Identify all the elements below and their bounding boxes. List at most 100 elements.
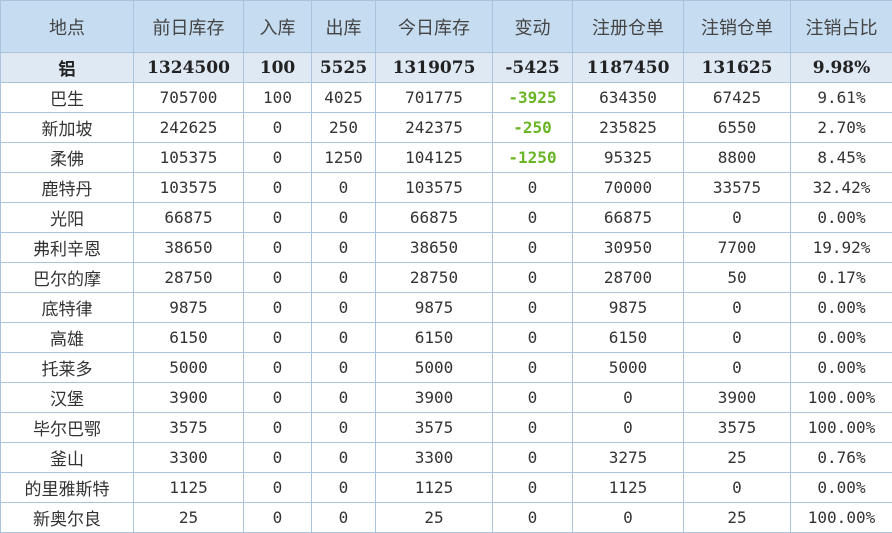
cell-prev-stock: 38650 (134, 233, 244, 263)
cell-inbound: 0 (244, 233, 312, 263)
cell-location: 鹿特丹 (1, 173, 134, 203)
cell-inbound: 0 (244, 353, 312, 383)
cell-outbound: 250 (312, 113, 376, 143)
cell-change: 0 (493, 383, 573, 413)
cell-change: -3925 (493, 83, 573, 113)
cell-today-stock: 3300 (376, 443, 493, 473)
cell-registered-warrants: 5000 (573, 353, 684, 383)
cell-registered-warrants: 1125 (573, 473, 684, 503)
cell-location: 弗利辛恩 (1, 233, 134, 263)
cell-cancelled-warrants: 3575 (684, 413, 791, 443)
cell-change: 0 (493, 413, 573, 443)
cell-today-stock: 9875 (376, 293, 493, 323)
cell-location: 底特律 (1, 293, 134, 323)
cell-registered-warrants: 0 (573, 383, 684, 413)
cell-today-stock: 701775 (376, 83, 493, 113)
cell-change: 0 (493, 443, 573, 473)
cell-registered-warrants: 30950 (573, 233, 684, 263)
cell-inbound: 0 (244, 443, 312, 473)
cell-cancelled-ratio: 8.45% (791, 143, 892, 173)
cell-change: 0 (493, 173, 573, 203)
cell-cancelled-warrants: 0 (684, 203, 791, 233)
cell-today-stock: 5000 (376, 353, 493, 383)
cell-change: -1250 (493, 143, 573, 173)
cell-location: 新加坡 (1, 113, 134, 143)
cell-today-stock: 3900 (376, 383, 493, 413)
cell-prev-stock: 28750 (134, 263, 244, 293)
cell-cancelled-ratio: 0.00% (791, 203, 892, 233)
cell-registered-warrants: 6150 (573, 323, 684, 353)
cell-registered-warrants: 70000 (573, 173, 684, 203)
cell-change: -5425 (493, 53, 573, 83)
cell-outbound: 0 (312, 473, 376, 503)
cell-inbound: 100 (244, 53, 312, 83)
cell-inbound: 0 (244, 263, 312, 293)
cell-today-stock: 25 (376, 503, 493, 533)
cell-change: 0 (493, 323, 573, 353)
cell-inbound: 0 (244, 383, 312, 413)
cell-cancelled-ratio: 0.00% (791, 293, 892, 323)
cell-registered-warrants: 3275 (573, 443, 684, 473)
cell-outbound: 5525 (312, 53, 376, 83)
cell-cancelled-ratio: 2.70% (791, 113, 892, 143)
cell-change: 0 (493, 203, 573, 233)
cell-outbound: 0 (312, 353, 376, 383)
cell-inbound: 0 (244, 113, 312, 143)
cell-cancelled-ratio: 9.61% (791, 83, 892, 113)
cell-inbound: 0 (244, 143, 312, 173)
cell-cancelled-warrants: 25 (684, 503, 791, 533)
cell-cancelled-warrants: 25 (684, 443, 791, 473)
cell-location: 汉堡 (1, 383, 134, 413)
cell-inbound: 0 (244, 473, 312, 503)
cell-cancelled-warrants: 67425 (684, 83, 791, 113)
cell-cancelled-warrants: 0 (684, 353, 791, 383)
cell-cancelled-ratio: 32.42% (791, 173, 892, 203)
header-row: 地点前日库存入库出库今日库存变动注册仓单注销仓单注销占比 (1, 1, 892, 53)
cell-cancelled-ratio: 19.92% (791, 233, 892, 263)
cell-cancelled-warrants: 0 (684, 473, 791, 503)
cell-outbound: 0 (312, 263, 376, 293)
cell-today-stock: 1319075 (376, 53, 493, 83)
cell-location: 巴尔的摩 (1, 263, 134, 293)
cell-location: 托莱多 (1, 353, 134, 383)
cell-prev-stock: 6150 (134, 323, 244, 353)
cell-cancelled-ratio: 0.00% (791, 323, 892, 353)
cell-prev-stock: 105375 (134, 143, 244, 173)
cell-location: 高雄 (1, 323, 134, 353)
cell-inbound: 0 (244, 293, 312, 323)
cell-outbound: 0 (312, 503, 376, 533)
cell-outbound: 0 (312, 443, 376, 473)
cell-today-stock: 242375 (376, 113, 493, 143)
cell-prev-stock: 3300 (134, 443, 244, 473)
cell-today-stock: 66875 (376, 203, 493, 233)
cell-cancelled-warrants: 0 (684, 323, 791, 353)
cell-change: -250 (493, 113, 573, 143)
cell-cancelled-warrants: 8800 (684, 143, 791, 173)
cell-change: 0 (493, 503, 573, 533)
cell-prev-stock: 5000 (134, 353, 244, 383)
cell-cancelled-ratio: 0.76% (791, 443, 892, 473)
cell-location: 釜山 (1, 443, 134, 473)
cell-prev-stock: 66875 (134, 203, 244, 233)
header-change: 变动 (493, 1, 573, 53)
cell-cancelled-ratio: 0.17% (791, 263, 892, 293)
header-outbound: 出库 (312, 1, 376, 53)
cell-outbound: 1250 (312, 143, 376, 173)
cell-outbound: 0 (312, 233, 376, 263)
cell-cancelled-ratio: 0.00% (791, 473, 892, 503)
cell-today-stock: 28750 (376, 263, 493, 293)
cell-location: 毕尔巴鄂 (1, 413, 134, 443)
cell-registered-warrants: 95325 (573, 143, 684, 173)
cell-cancelled-warrants: 3900 (684, 383, 791, 413)
cell-cancelled-warrants: 33575 (684, 173, 791, 203)
